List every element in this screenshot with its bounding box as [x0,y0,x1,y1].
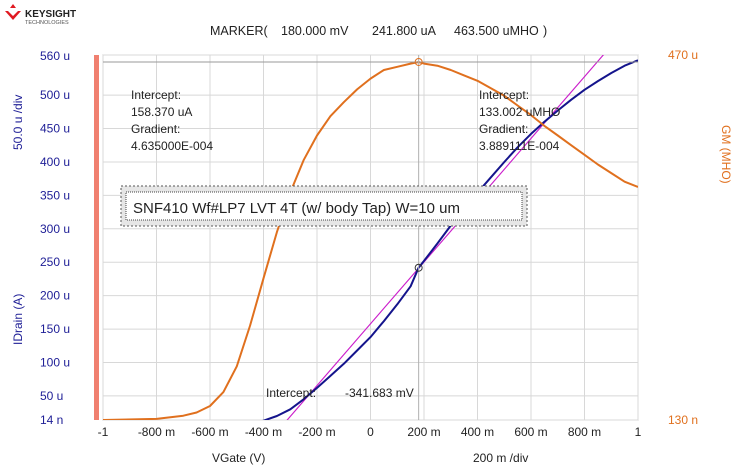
x-tick-label: 400 m [461,425,494,439]
y-left-tick-label: 14 n [40,413,63,427]
y-right-axis-ticks: 470 u 130 n [668,48,698,427]
right-gradient-label: Gradient: [479,122,528,136]
x-tick-label: 0 [367,425,374,439]
x-tick-label: -1 [98,425,109,439]
x-tick-label: -600 m [191,425,228,439]
title-box: SNF410 Wf#LP7 LVT 4T (w/ body Tap) W=10 … [120,185,528,227]
chart-title: SNF410 Wf#LP7 LVT 4T (w/ body Tap) W=10 … [133,200,460,217]
y-left-tick-label: 300 u [40,222,70,236]
y-div-label: 50.0 u /div [11,95,25,150]
right-gradient-value: 3.889111E-004 [479,139,560,153]
y-left-axis-ticks: 560 u 500 u 450 u 400 u 350 u 300 u 250 u 200 u… [40,49,70,427]
x-axis-ticks: -1 -800 m -600 m -400 m -200 m 0 200 m 400 m 600… [98,425,642,439]
marker-close: ) [543,24,547,38]
y-left-tick-label: 100 u [40,356,70,370]
x-tick-label: 200 m [407,425,440,439]
left-gradient-value: 4.635000E-004 [131,139,213,153]
x-tick-label: 800 m [568,425,601,439]
y-left-tick-label: 450 u [40,122,70,136]
x-axis-label: VGate (V) [212,451,265,465]
right-intercept-label: Intercept: [479,88,529,102]
left-axis-bar [94,55,99,420]
right-intercept-value: 133.002 uMHO [479,105,560,119]
keysight-logo-icon [5,4,21,20]
right-annotation: Intercept: 133.002 uMHO Gradient: 3.8891… [479,88,560,153]
left-intercept-label: Intercept: [131,88,181,102]
y-left-tick-label: 350 u [40,188,70,202]
left-annotation: Intercept: 158.370 uA Gradient: 4.635000… [131,88,213,153]
brand-subtitle: TECHNOLOGIES [25,20,69,26]
series-line-gm [103,61,638,420]
marker-point-gm [414,57,423,66]
y-left-tick-label: 50 u [40,389,63,403]
marker-point-idrain [414,263,423,272]
y-left-tick-label: 250 u [40,255,70,269]
marker-voltage: 180.000 mV [281,24,349,38]
brand-logo: KEYSIGHT TECHNOLOGIES [5,4,76,26]
marker-transconductance: 463.500 uMHO [454,24,539,38]
y-left-tick-label: 500 u [40,88,70,102]
x-div-label: 200 m /div [473,451,528,465]
x-tick-label: 600 m [514,425,547,439]
marker-current: 241.800 uA [372,24,437,38]
y-left-tick-label: 200 u [40,289,70,303]
left-intercept-value: 158.370 uA [131,105,192,119]
y-left-tick-label: 400 u [40,155,70,169]
x-tick-label: -800 m [138,425,175,439]
y-right-tick-label: 130 n [668,413,698,427]
y-left-tick-label: 560 u [40,49,70,63]
y-right-axis-label: GM (MHO) [719,125,733,184]
bottom-intercept: Intercept: -341.683 mV [266,386,414,400]
x-tick-label: -200 m [298,425,335,439]
series-line-idrain [262,59,638,420]
y-left-tick-label: 150 u [40,322,70,336]
marker-label: MARKER( [210,24,268,38]
brand-name: KEYSIGHT [25,9,76,20]
marker-readout: MARKER( 180.000 mV 241.800 uA 463.500 uM… [210,24,547,38]
y-right-tick-label: 470 u [668,48,698,62]
y-left-axis-label: IDrain (A) [11,294,25,345]
bottom-intercept-label: Intercept: [266,386,316,400]
left-gradient-label: Gradient: [131,122,180,136]
bottom-intercept-value: -341.683 mV [345,386,414,400]
x-tick-label: -400 m [245,425,282,439]
x-tick-label: 1 [635,425,642,439]
